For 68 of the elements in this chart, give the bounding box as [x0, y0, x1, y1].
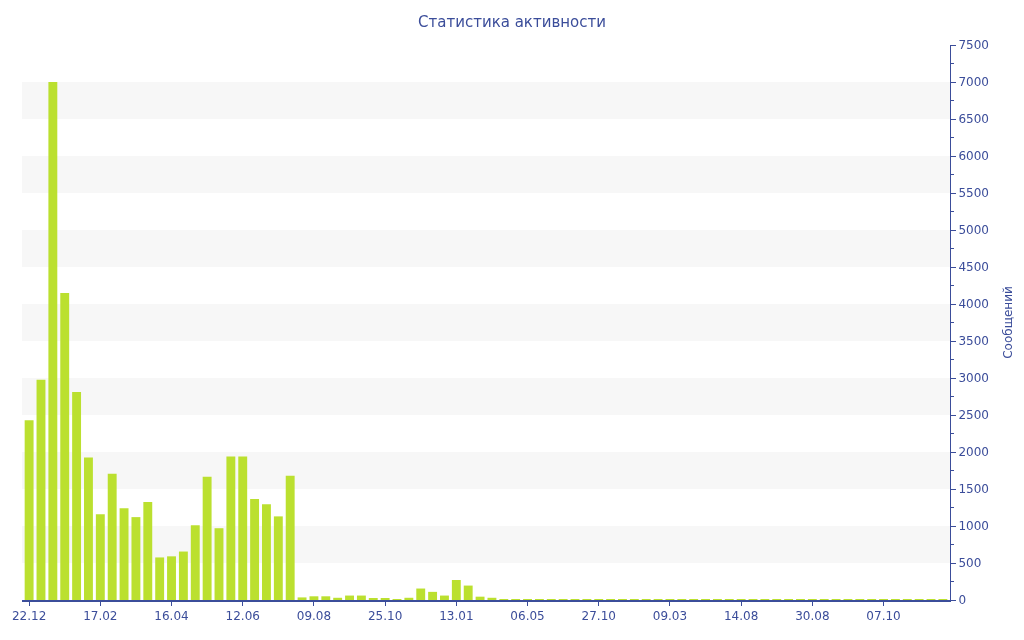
x-tick-label: 16.04	[154, 609, 189, 624]
bar	[250, 498, 260, 600]
y-tick-label: 7000	[958, 75, 989, 90]
bar	[345, 595, 354, 600]
bar	[475, 596, 485, 600]
bar	[321, 596, 331, 600]
y-tick-label: 1500	[958, 482, 989, 497]
bar	[24, 420, 34, 600]
bar	[178, 551, 188, 600]
x-tick-label: 30.08	[795, 609, 830, 624]
bar	[416, 588, 426, 600]
bar	[333, 597, 343, 600]
x-tick-label: 09.08	[296, 609, 332, 624]
bar	[48, 82, 58, 600]
bar	[214, 528, 224, 600]
y-tick-label: 3000	[958, 371, 989, 386]
bar	[72, 392, 82, 600]
y-axis-title: Сообщений	[1000, 286, 1015, 359]
y-tick-label: 5000	[958, 223, 989, 238]
bar	[107, 473, 117, 600]
x-tick-label: 22.12	[11, 609, 47, 624]
y-tick-label: 4500	[958, 260, 989, 275]
bar	[262, 504, 271, 600]
x-tick-label: 06.05	[510, 609, 545, 624]
bar	[84, 457, 93, 600]
x-tick-label: 25.10	[367, 609, 403, 624]
bar	[404, 597, 414, 600]
y-tick-label: 2000	[958, 445, 989, 460]
x-tick-label: 12.06	[225, 609, 260, 624]
bar	[131, 517, 141, 600]
bar	[190, 525, 200, 600]
y-tick-label: 1000	[958, 519, 989, 534]
x-tick-label: 27.10	[581, 609, 616, 624]
bar	[309, 596, 319, 600]
y-tick-label: 6500	[958, 112, 989, 127]
bar	[226, 456, 236, 600]
bar	[238, 456, 248, 600]
bar	[143, 501, 153, 600]
bar	[202, 476, 212, 600]
bar	[60, 292, 70, 600]
bar	[95, 514, 105, 600]
x-tick-label: 17.02	[83, 609, 118, 624]
y-tick-label: 2500	[958, 408, 989, 423]
y-tick-label: 4000	[958, 297, 989, 312]
y-tick-label: 7500	[958, 38, 989, 53]
bar	[155, 557, 165, 600]
bar	[487, 597, 497, 600]
x-tick-label: 09.03	[652, 609, 688, 624]
bar	[356, 595, 366, 600]
y-tick-label: 6000	[958, 149, 989, 164]
bar	[285, 475, 295, 600]
x-tick-label: 07.10	[866, 609, 901, 624]
bar	[463, 585, 473, 600]
x-tick-label: 13.01	[439, 609, 474, 624]
bar	[440, 595, 449, 600]
chart-title: Статистика активности	[418, 12, 606, 31]
bar	[119, 508, 129, 600]
x-tick-label: 14.08	[723, 609, 759, 624]
bar	[273, 516, 283, 600]
bar	[297, 597, 307, 600]
y-tick-label: 0	[958, 593, 967, 608]
bar	[36, 379, 46, 600]
y-tick-label: 3500	[958, 334, 989, 349]
y-tick-label: 500	[958, 556, 982, 571]
bar	[451, 580, 461, 600]
y-tick-label: 5500	[958, 186, 989, 201]
bar	[167, 556, 176, 600]
bar	[428, 591, 438, 600]
